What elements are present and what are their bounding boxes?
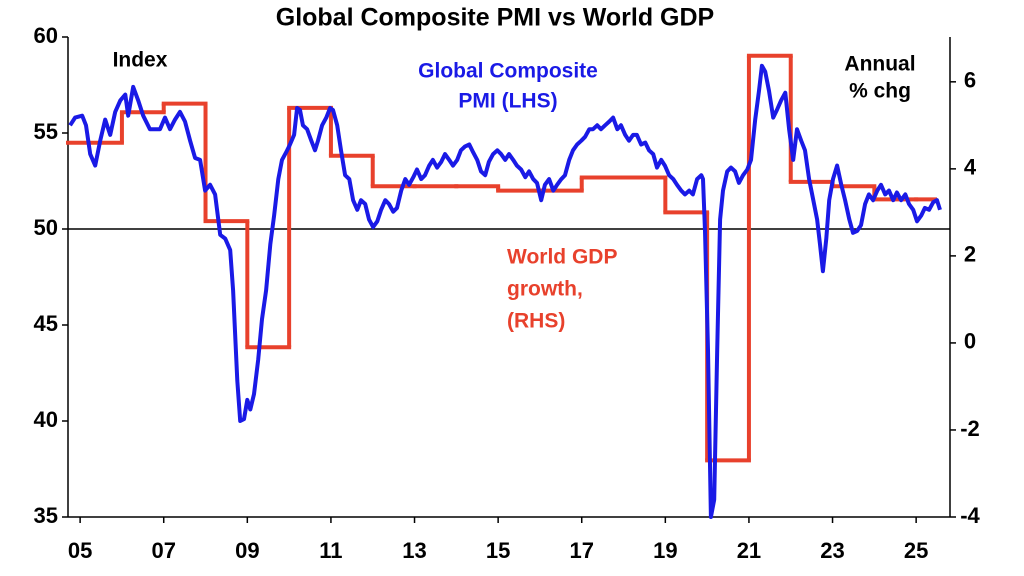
- y2-tick-label: -4: [960, 503, 980, 528]
- x-tick-label: 21: [737, 538, 761, 563]
- chart-title: Global Composite PMI vs World GDP: [276, 4, 714, 32]
- annotation: Global Composite: [418, 60, 598, 83]
- annotation: World GDP: [507, 246, 617, 269]
- y2-tick-label: 0: [964, 329, 976, 354]
- y-tick-label: 50: [34, 215, 58, 240]
- annotation: (RHS): [507, 310, 565, 333]
- x-tick-label: 11: [319, 538, 342, 563]
- annotation: Annual: [844, 53, 915, 76]
- y2-tick-label: 2: [964, 242, 976, 267]
- x-tick-label: 25: [904, 538, 928, 563]
- x-tick-label: 15: [486, 538, 510, 563]
- y-tick-label: 45: [34, 311, 58, 336]
- annotation: growth,: [507, 278, 583, 301]
- x-tick-label: 07: [151, 538, 175, 563]
- y-tick-label: 55: [34, 119, 58, 144]
- y-tick-label: 60: [34, 23, 58, 48]
- x-tick-label: 09: [235, 538, 259, 563]
- x-tick-label: 17: [569, 538, 593, 563]
- x-tick-label: 19: [653, 538, 677, 563]
- y-tick-label: 40: [34, 407, 58, 432]
- x-tick-label: 23: [820, 538, 844, 563]
- annotation: PMI (LHS): [458, 90, 557, 113]
- y2-tick-label: 6: [964, 68, 976, 93]
- y2-tick-label: -2: [960, 416, 980, 441]
- x-tick-label: 05: [68, 538, 92, 563]
- y-tick-label: 35: [34, 503, 58, 528]
- x-tick-label: 13: [402, 538, 426, 563]
- annotation: % chg: [849, 80, 911, 103]
- annotation: Index: [113, 49, 168, 72]
- y2-tick-label: 4: [964, 155, 977, 180]
- pmi-line: [68, 63, 942, 519]
